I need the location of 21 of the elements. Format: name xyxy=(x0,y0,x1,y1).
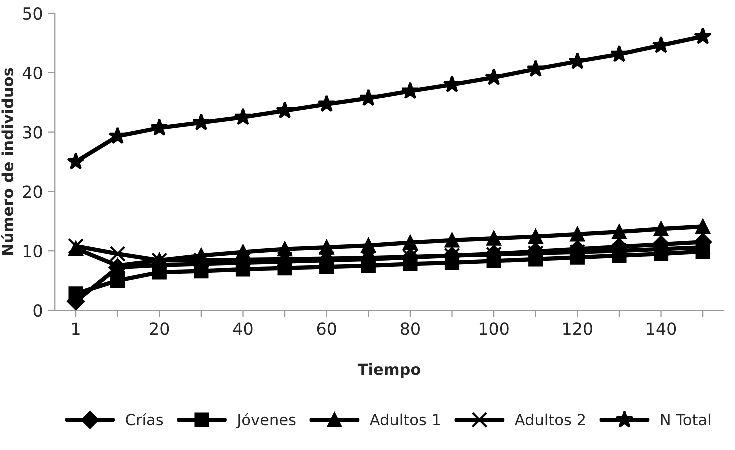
y-tick-label: 0 xyxy=(34,304,42,318)
x-tick-label: 1 xyxy=(72,322,80,335)
x-axis-title: Tiempo xyxy=(358,363,421,378)
legend-label: Jóvenes xyxy=(236,413,296,429)
legend-label: Crías xyxy=(126,413,164,426)
x-tick-label: 80 xyxy=(400,322,420,336)
x-tick-label: 60 xyxy=(317,322,336,336)
legend-label: Adultos 2 xyxy=(514,414,586,426)
y-axis-title: Número de individuos xyxy=(1,68,14,255)
x-tick-label: 100 xyxy=(480,322,509,336)
x-tick-label: 20 xyxy=(150,322,170,336)
legend-label: N Total xyxy=(661,414,710,426)
x-tick-label: 40 xyxy=(233,322,253,336)
y-tick-label: 20 xyxy=(23,186,42,198)
y-tick-label: 50 xyxy=(23,7,42,20)
x-tick-label: 120 xyxy=(564,322,592,336)
y-tick-label: 40 xyxy=(22,66,42,80)
legend-label: Adultos 1 xyxy=(370,414,440,426)
y-tick-label: 30 xyxy=(23,126,42,139)
x-tick-label: 140 xyxy=(647,322,676,336)
y-tick-label: 10 xyxy=(24,245,42,258)
